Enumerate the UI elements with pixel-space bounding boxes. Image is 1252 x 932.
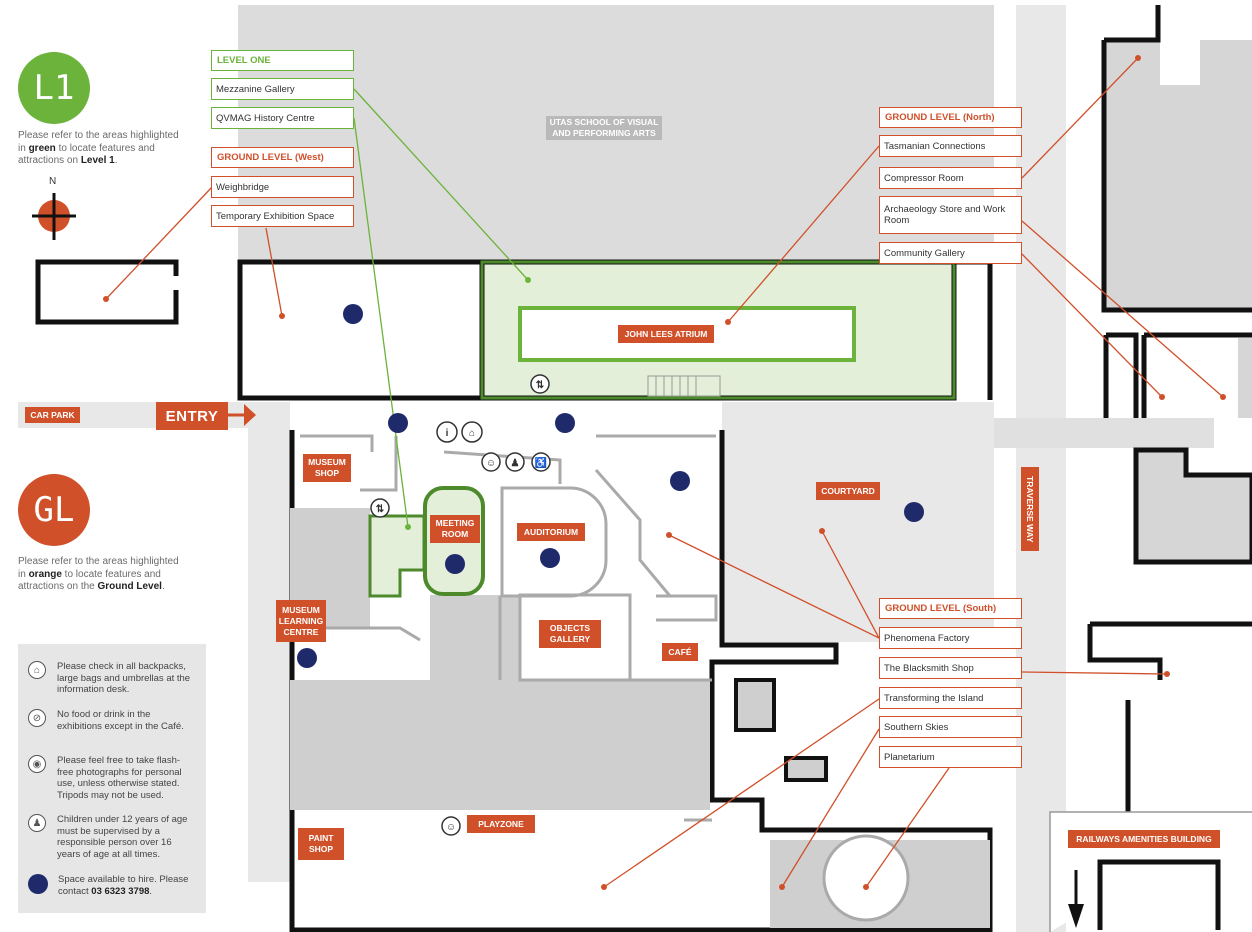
- camera-icon: ◉: [28, 755, 46, 773]
- compass-icon: [32, 193, 76, 240]
- svg-text:⇅: ⇅: [376, 504, 385, 515]
- john-lees-atrium-label[interactable]: JOHN LEES ATRIUM: [618, 325, 714, 343]
- coat-hanger-icon: ⌂: [28, 661, 46, 679]
- svg-text:⌂: ⌂: [469, 428, 475, 439]
- family-icon: ♟: [28, 814, 46, 832]
- weighbridge-outline: [35, 259, 179, 325]
- utas-building-label: UTAS SCHOOL OF VISUAL AND PERFORMING ART…: [546, 116, 662, 140]
- legend-row-children: ♟ Children under 12 years of age must be…: [28, 814, 195, 860]
- ground-level-badge-label: GL: [33, 490, 75, 530]
- directory-item-phenomena-factory[interactable]: Phenomena Factory: [879, 627, 1022, 649]
- compass-north-label: N: [49, 176, 57, 187]
- svg-text:i: i: [446, 428, 449, 439]
- directory-item-weighbridge[interactable]: Weighbridge: [211, 176, 354, 198]
- hire-dot-icon: [28, 874, 48, 894]
- accessible-icon: [531, 452, 551, 472]
- mezzanine-highlight: [480, 260, 956, 400]
- east-building-middle: [1133, 447, 1252, 565]
- entry-label[interactable]: ENTRY: [156, 402, 228, 430]
- directory-item-community-gallery[interactable]: Community Gallery: [879, 242, 1022, 264]
- svg-text:⇅: ⇅: [536, 380, 545, 391]
- svg-text:☺: ☺: [446, 822, 456, 833]
- baby-change-icon: [441, 816, 461, 836]
- level-one-badge: L1: [18, 52, 90, 124]
- grey-room-south: [290, 680, 710, 810]
- no-food-icon: ⊘: [28, 709, 46, 727]
- info-icon: [436, 421, 458, 443]
- cafe-label[interactable]: CAFÉ: [662, 643, 698, 661]
- traverse-way-label: TRAVERSE WAY: [1021, 467, 1039, 551]
- objects-gallery-label[interactable]: OBJECTS GALLERY: [539, 620, 601, 648]
- directory-item-temporary-exhibition[interactable]: Temporary Exhibition Space: [211, 205, 354, 227]
- directory-item-blacksmith-shop[interactable]: The Blacksmith Shop: [879, 657, 1022, 679]
- directory-item-southern-skies[interactable]: Southern Skies: [879, 716, 1022, 738]
- auditorium-label[interactable]: AUDITORIUM: [517, 523, 585, 541]
- paint-shop-label[interactable]: PAINT SHOP: [298, 828, 344, 860]
- directory-item-archaeology-store[interactable]: Archaeology Store and Work Room: [879, 196, 1022, 234]
- playzone-label[interactable]: PLAYZONE: [467, 815, 535, 833]
- svg-text:♿: ♿: [535, 456, 547, 469]
- ground-west-heading: GROUND LEVEL (West): [211, 147, 354, 168]
- legend-panel: ⌂ Please check in all backpacks, large b…: [18, 644, 206, 913]
- ground-north-heading: GROUND LEVEL (North): [879, 107, 1022, 128]
- ground-south-heading: GROUND LEVEL (South): [879, 598, 1022, 619]
- directory-item-mezzanine-gallery[interactable]: Mezzanine Gallery: [211, 78, 354, 100]
- hire-phone-number[interactable]: 03 6323 3798: [91, 885, 150, 897]
- baby-change-icon: [481, 452, 501, 472]
- level-one-heading: LEVEL ONE: [211, 50, 354, 71]
- legend-row-photos: ◉ Please feel free to take flash-free ph…: [28, 755, 195, 801]
- legend-row-bags: ⌂ Please check in all backpacks, large b…: [28, 661, 195, 696]
- legend-row-hire: Space available to hire. Please contact …: [28, 874, 196, 897]
- side-walkway: [248, 402, 290, 882]
- museum-shop-label[interactable]: MUSEUM SHOP: [303, 454, 351, 482]
- courtyard-label[interactable]: COURTYARD: [816, 482, 880, 500]
- planetarium-dome: [822, 834, 910, 922]
- railways-amenities-label[interactable]: RAILWAYS AMENITIES BUILDING: [1068, 830, 1220, 848]
- directory-item-transforming-the-island[interactable]: Transforming the Island: [879, 687, 1022, 709]
- toilets-icon: [505, 452, 525, 472]
- svg-text:♟: ♟: [511, 458, 520, 469]
- directory-item-tasmanian-connections[interactable]: Tasmanian Connections: [879, 135, 1022, 157]
- car-park-label: CAR PARK: [25, 407, 80, 423]
- coat-hanger-icon: [461, 421, 483, 443]
- stairs: [647, 375, 721, 397]
- arrow-down-icon: [1068, 904, 1084, 928]
- ground-level-note: Please refer to the areas highlighted in…: [18, 556, 179, 592]
- directory-item-qvmag-history-centre[interactable]: QVMAG History Centre: [211, 107, 354, 129]
- svg-text:☺: ☺: [486, 458, 496, 469]
- hire-space-dots: [297, 304, 924, 668]
- lift-icon: [530, 374, 550, 394]
- directory-item-planetarium[interactable]: Planetarium: [879, 746, 1022, 768]
- level-one-note: Please refer to the areas highlighted in…: [18, 130, 179, 166]
- museum-learning-centre-label[interactable]: MUSEUM LEARNING CENTRE: [276, 600, 326, 642]
- connector-walkway: [994, 418, 1214, 448]
- east-building-north: [1106, 40, 1252, 310]
- ground-level-badge: GL: [18, 474, 90, 546]
- level-one-badge-label: L1: [33, 68, 75, 108]
- directory-item-compressor-room[interactable]: Compressor Room: [879, 167, 1022, 189]
- meeting-room-label[interactable]: MEETING ROOM: [430, 515, 480, 543]
- lift-icon: [370, 498, 390, 518]
- legend-row-food: ⊘ No food or drink in the exhibitions ex…: [28, 709, 195, 732]
